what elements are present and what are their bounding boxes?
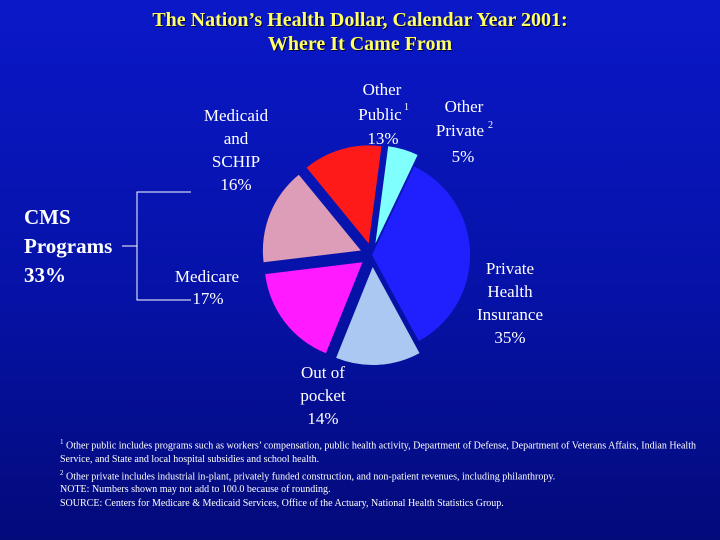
pie-slices bbox=[262, 145, 471, 365]
label-other-private-line-2: Private bbox=[436, 121, 484, 140]
pie-chart: CMS Programs 33% Medicaid and SCHIP 16% … bbox=[24, 80, 543, 428]
pie-slice-medicaid bbox=[262, 174, 361, 263]
label-medicaid-line-3: SCHIP bbox=[212, 152, 260, 171]
label-medicare-value: 17% bbox=[192, 289, 223, 308]
chart-title-line-1: The Nation’s Health Dollar, Calendar Yea… bbox=[152, 9, 568, 31]
label-medicaid-value: 16% bbox=[220, 175, 251, 194]
label-private-value: 35% bbox=[494, 328, 525, 347]
label-other-public-line-2: Public bbox=[358, 105, 402, 124]
label-oop-value: 14% bbox=[307, 409, 338, 428]
pie-slice-otherpriv bbox=[375, 146, 418, 244]
footnote-2-text: Other private includes industrial in-pla… bbox=[66, 470, 556, 482]
label-private-line-1: Private bbox=[486, 259, 534, 278]
label-private-line-2: Health bbox=[487, 282, 533, 301]
cms-label-line-2: Programs bbox=[24, 234, 112, 258]
label-other-private-sup: 2 bbox=[488, 120, 493, 131]
label-private-line-3: Insurance bbox=[477, 305, 543, 324]
pie-slice-medicare bbox=[265, 262, 363, 354]
note-rounding: NOTE: Numbers shown may not add to 100.0… bbox=[60, 484, 331, 496]
pie-slice-oop bbox=[336, 267, 420, 365]
label-other-public-line-1: Other bbox=[363, 80, 402, 99]
chart-title-line-2: Where It Came From bbox=[267, 33, 453, 55]
pie-slice-otherpub bbox=[306, 145, 382, 244]
footnote-2: 2 Other private includes industrial in-p… bbox=[60, 467, 700, 484]
chart-title: The Nation’s Health Dollar, Calendar Yea… bbox=[0, 8, 720, 56]
label-oop-line-2: pocket bbox=[300, 386, 346, 405]
label-other-private-value: 5% bbox=[452, 147, 475, 166]
note-source: SOURCE: Centers for Medicare & Medicaid … bbox=[60, 498, 504, 510]
cms-value: 33% bbox=[24, 263, 66, 287]
footnote-1-text: Other public includes programs such as w… bbox=[60, 440, 696, 465]
label-other-public-value: 13% bbox=[367, 129, 398, 148]
label-oop-line-1: Out of bbox=[301, 363, 345, 382]
footnote-1: 1 Other public includes programs such as… bbox=[60, 436, 700, 467]
label-medicaid-line-1: Medicaid bbox=[204, 106, 269, 125]
label-other-public-sup: 1 bbox=[404, 102, 409, 113]
label-other-private-line-1: Other bbox=[445, 97, 484, 116]
footnote-1-marker: 1 bbox=[60, 438, 64, 446]
footnote-2-marker: 2 bbox=[60, 468, 64, 477]
footnotes: 1 Other public includes programs such as… bbox=[60, 436, 700, 511]
label-medicare-line-1: Medicare bbox=[175, 267, 239, 286]
pie-slice-private bbox=[372, 166, 471, 342]
label-medicaid-line-2: and bbox=[224, 129, 249, 148]
cms-label-line-1: CMS bbox=[24, 205, 71, 229]
